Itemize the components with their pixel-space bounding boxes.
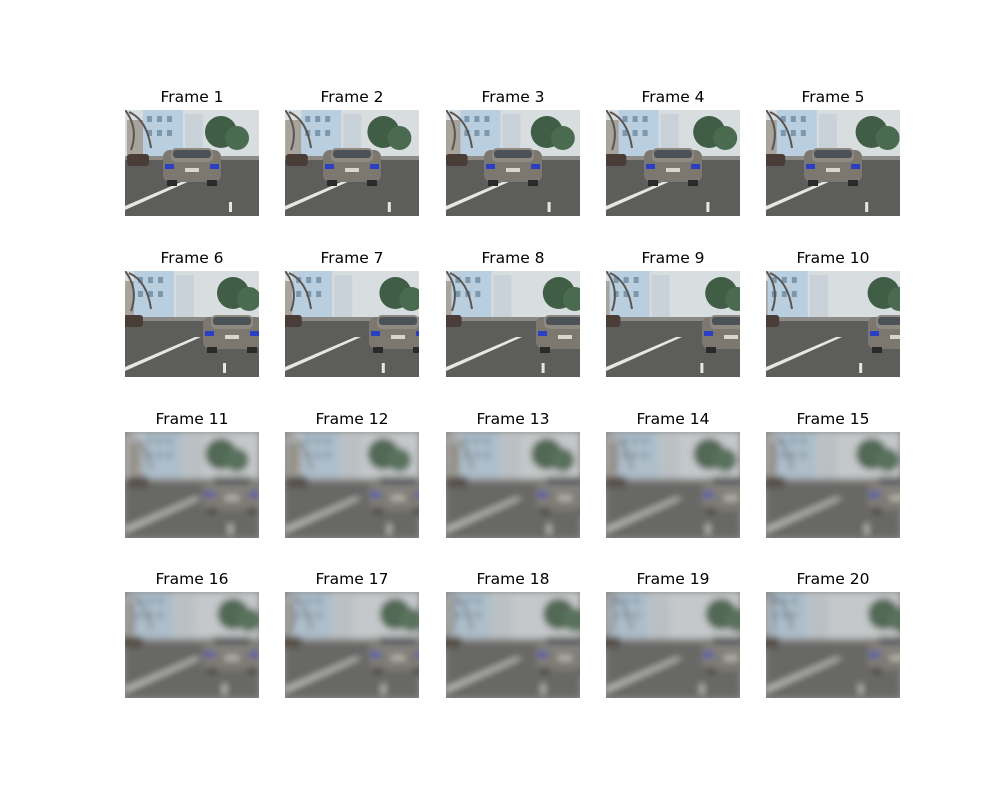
frame-image — [446, 592, 580, 698]
frame-cell: Frame 4 — [606, 86, 740, 216]
frame-image — [285, 432, 419, 538]
frame-image — [125, 432, 259, 538]
frame-title: Frame 3 — [481, 88, 545, 106]
frame-cell: Frame 13 — [446, 408, 580, 538]
frame-cell: Frame 16 — [125, 568, 259, 698]
frame-title: Frame 7 — [320, 249, 384, 267]
frame-cell: Frame 8 — [446, 247, 580, 377]
frame-cell: Frame 6 — [125, 247, 259, 377]
frame-image — [606, 271, 740, 377]
frame-title: Frame 6 — [160, 249, 224, 267]
frame-image — [125, 271, 259, 377]
frame-title: Frame 12 — [315, 410, 389, 428]
frame-title: Frame 18 — [476, 570, 550, 588]
frame-title: Frame 11 — [155, 410, 229, 428]
frame-title: Frame 9 — [641, 249, 705, 267]
frame-title: Frame 8 — [481, 249, 545, 267]
frame-cell: Frame 19 — [606, 568, 740, 698]
frame-cell: Frame 14 — [606, 408, 740, 538]
frame-cell: Frame 10 — [766, 247, 900, 377]
frame-cell: Frame 12 — [285, 408, 419, 538]
frame-title: Frame 5 — [801, 88, 865, 106]
frame-cell: Frame 20 — [766, 568, 900, 698]
frame-title: Frame 16 — [155, 570, 229, 588]
frame-image — [446, 432, 580, 538]
frame-cell: Frame 15 — [766, 408, 900, 538]
frame-image — [606, 110, 740, 216]
frame-image — [125, 110, 259, 216]
frame-image — [125, 592, 259, 698]
frame-cell: Frame 5 — [766, 86, 900, 216]
frame-image — [285, 110, 419, 216]
frame-title: Frame 19 — [636, 570, 710, 588]
frame-cell: Frame 17 — [285, 568, 419, 698]
frame-image — [446, 110, 580, 216]
frame-image — [606, 592, 740, 698]
frame-image — [766, 592, 900, 698]
frame-title: Frame 17 — [315, 570, 389, 588]
frame-image — [766, 432, 900, 538]
frame-cell: Frame 1 — [125, 86, 259, 216]
frame-cell: Frame 18 — [446, 568, 580, 698]
frame-image — [606, 432, 740, 538]
frame-title: Frame 2 — [320, 88, 384, 106]
frame-image — [766, 110, 900, 216]
frame-title: Frame 15 — [796, 410, 870, 428]
frame-title: Frame 13 — [476, 410, 550, 428]
frame-cell: Frame 11 — [125, 408, 259, 538]
frame-title: Frame 14 — [636, 410, 710, 428]
frame-image — [446, 271, 580, 377]
frame-title: Frame 1 — [160, 88, 224, 106]
frame-cell: Frame 7 — [285, 247, 419, 377]
frame-title: Frame 10 — [796, 249, 870, 267]
frame-image — [766, 271, 900, 377]
frame-title: Frame 20 — [796, 570, 870, 588]
frame-cell: Frame 9 — [606, 247, 740, 377]
frame-title: Frame 4 — [641, 88, 705, 106]
frame-cell: Frame 2 — [285, 86, 419, 216]
frame-image — [285, 271, 419, 377]
frame-image — [285, 592, 419, 698]
frame-cell: Frame 3 — [446, 86, 580, 216]
